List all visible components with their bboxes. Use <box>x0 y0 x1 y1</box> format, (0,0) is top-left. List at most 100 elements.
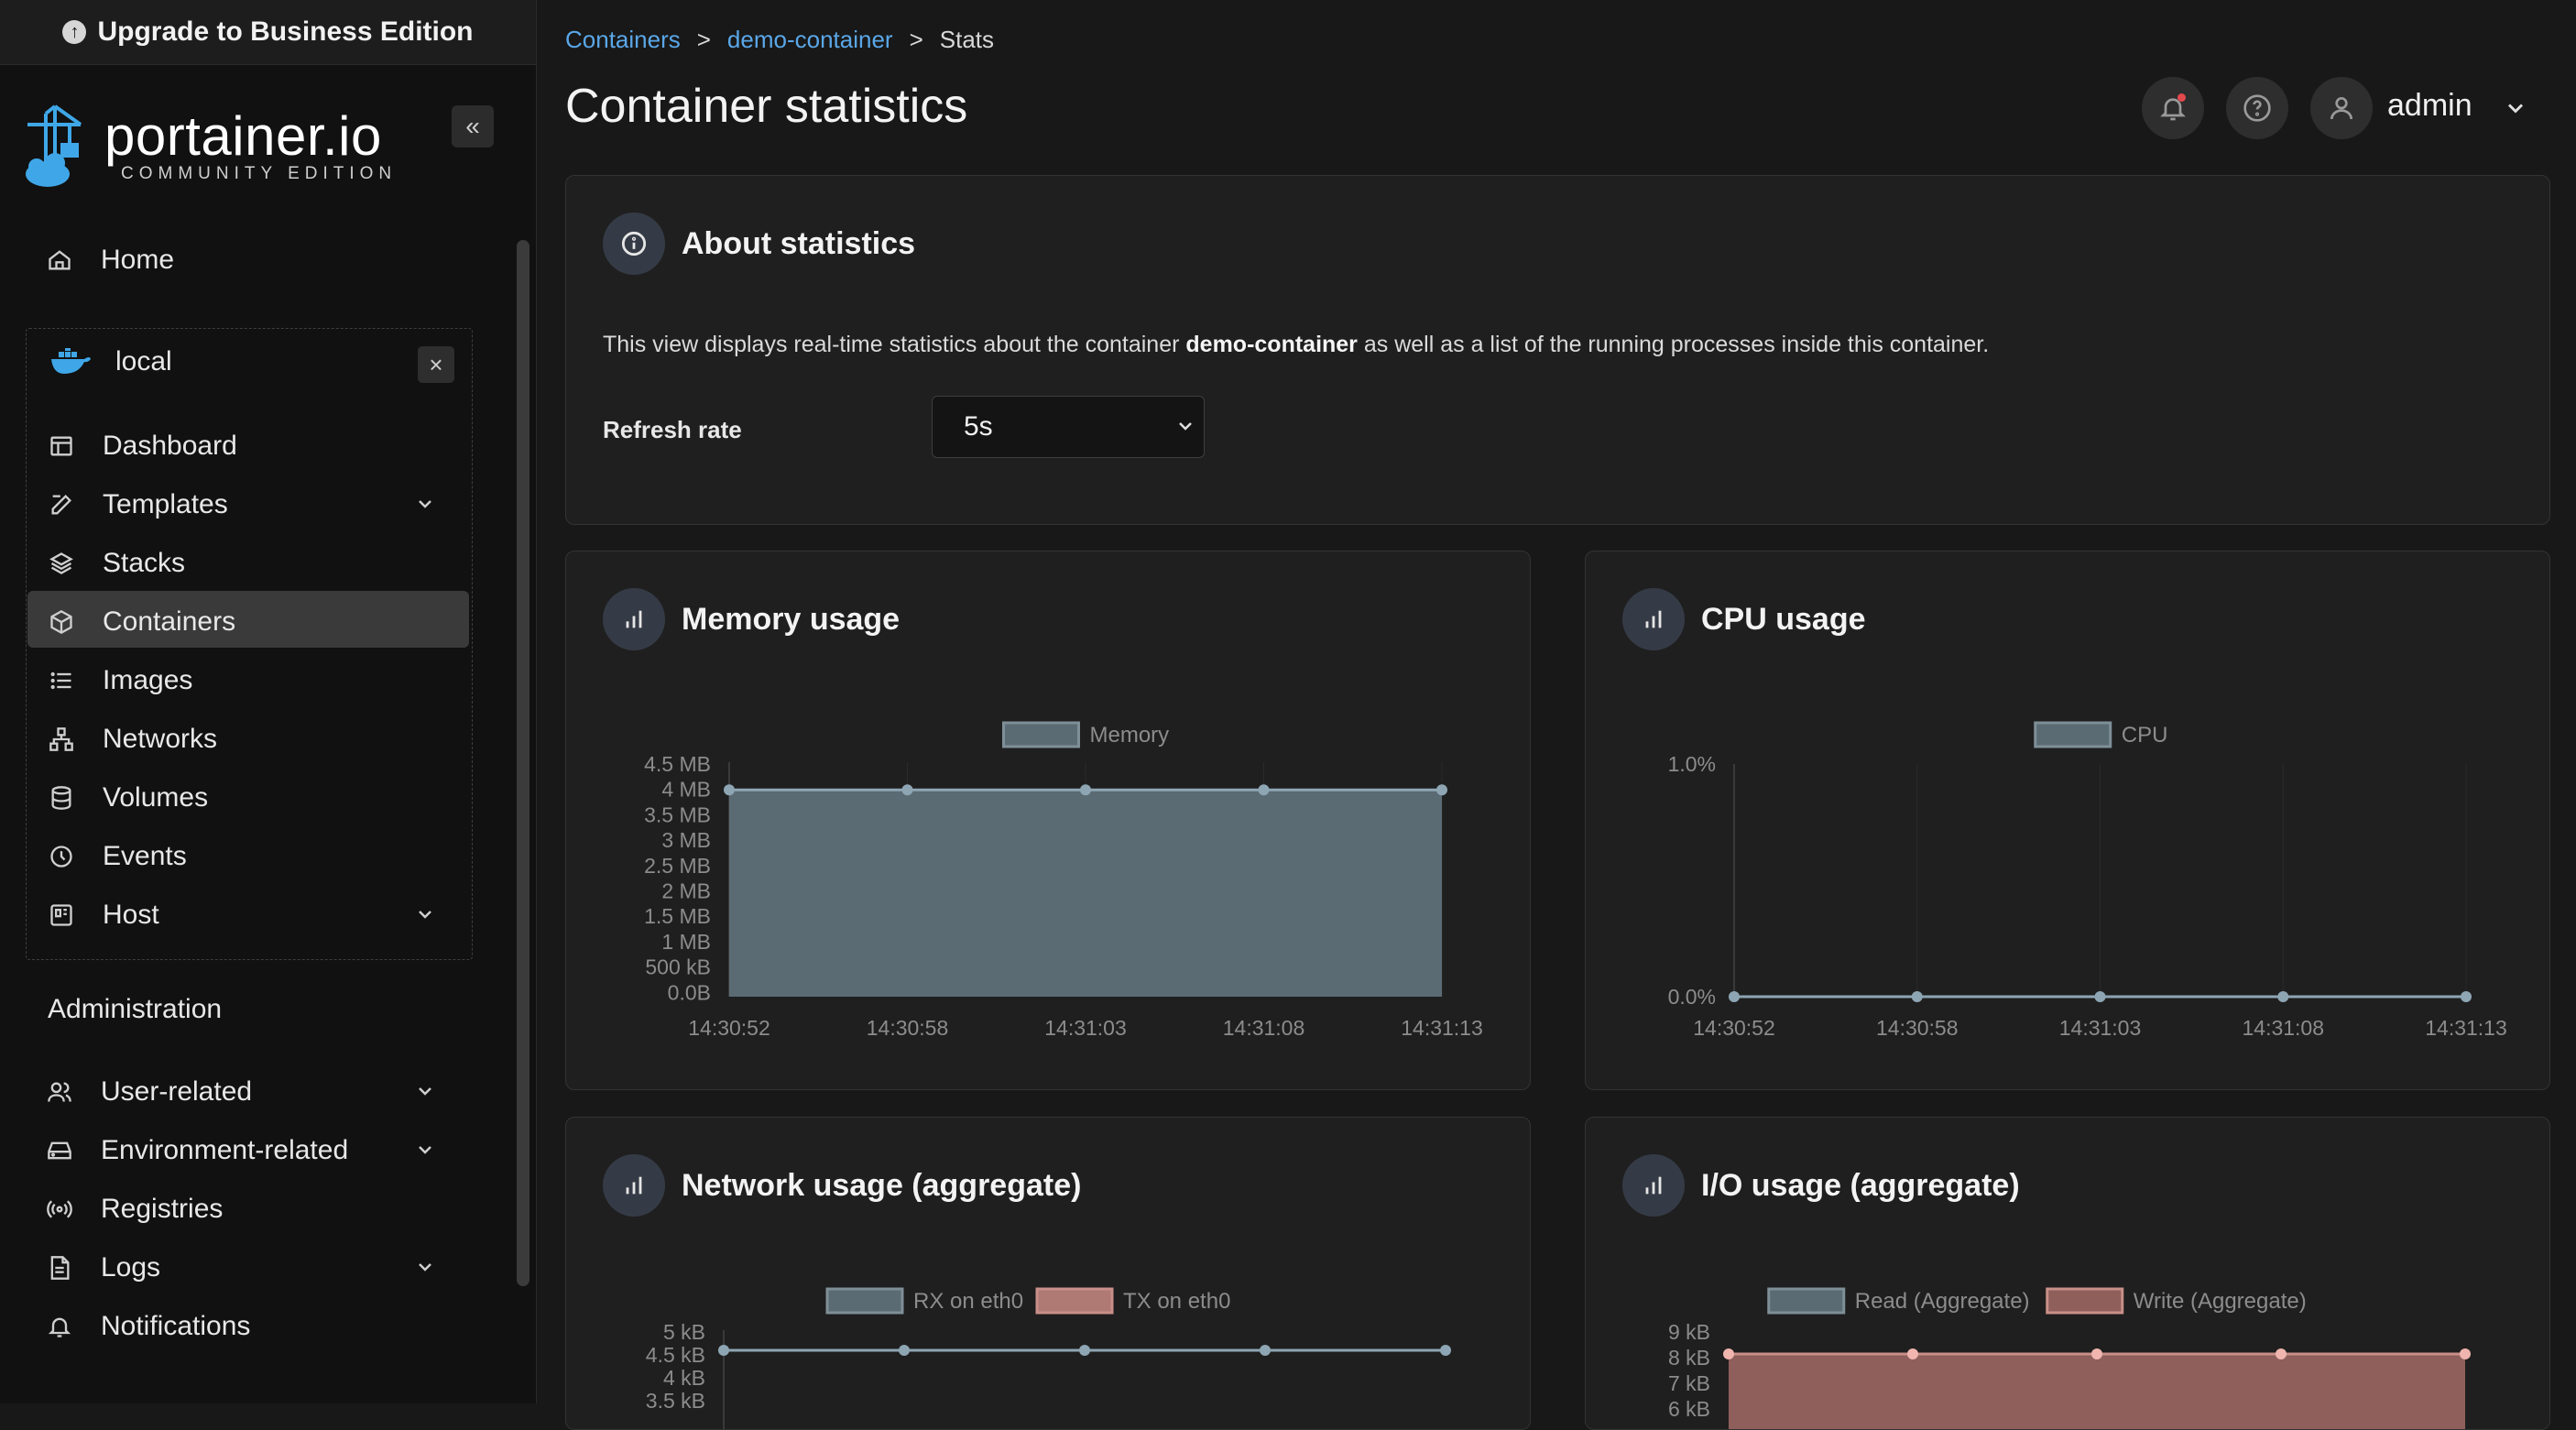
sidebar-item-label: Notifications <box>101 1311 251 1341</box>
dashboard-icon <box>48 432 75 460</box>
sidebar-item-label: Stacks <box>103 548 186 578</box>
x-tick-label: 14:30:52 <box>688 1016 770 1040</box>
y-tick-label: 2.5 MB <box>644 854 711 878</box>
sidebar-item-events[interactable]: Events <box>48 841 187 872</box>
y-tick-label: 4.5 MB <box>644 752 711 776</box>
sidebar-item-label: Events <box>103 841 187 871</box>
sidebar-item-notifications[interactable]: Notifications <box>46 1311 250 1342</box>
user-menu-name[interactable]: admin <box>2387 88 2472 123</box>
chevron-down-icon <box>414 901 442 929</box>
rx-point <box>1079 1345 1090 1356</box>
sidebar-item-label: Registries <box>101 1194 224 1224</box>
administration-heading: Administration <box>48 994 223 1024</box>
breadcrumb-container-link[interactable]: demo-container <box>726 26 893 53</box>
environment-header[interactable]: local <box>49 346 172 377</box>
rx-point <box>718 1345 729 1356</box>
info-icon <box>603 213 665 275</box>
sidebar-item-host[interactable]: Host <box>48 900 442 931</box>
cpu-point <box>1729 991 1740 1002</box>
rx-point <box>899 1345 910 1356</box>
memory-area <box>729 790 1442 997</box>
legend-label: RX on eth0 <box>913 1289 1023 1314</box>
write-point <box>1723 1348 1734 1359</box>
write-point <box>2091 1348 2102 1359</box>
sidebar-item-containers[interactable]: Containers <box>48 606 235 638</box>
legend-label: Write (Aggregate) <box>2134 1289 2307 1314</box>
portainer-logo[interactable]: portainer.io COMMUNITY EDITION <box>24 103 397 191</box>
legend-swatch <box>2046 1287 2124 1315</box>
sidebar-item-user-related[interactable]: User-related <box>46 1076 442 1108</box>
sidebar-item-environment-related[interactable]: Environment-related <box>46 1135 442 1166</box>
sidebar-item-templates[interactable]: Templates <box>48 489 442 520</box>
layers-icon <box>48 550 75 577</box>
sidebar-item-networks[interactable]: Networks <box>48 724 217 755</box>
sidebar-scrollbar[interactable] <box>517 240 529 1286</box>
upgrade-banner[interactable]: ↑ Upgrade to Business Edition <box>0 0 536 65</box>
memory-point <box>901 784 913 796</box>
network-usage-card: Network usage (aggregate) RX on eth0 TX o… <box>565 1117 1531 1430</box>
radio-icon <box>46 1195 73 1223</box>
refresh-rate-select[interactable]: 5s <box>932 396 1205 458</box>
help-button[interactable] <box>2226 77 2288 139</box>
sidebar-item-label: Templates <box>103 489 228 519</box>
box-icon <box>48 608 75 636</box>
notifications-button[interactable] <box>2142 77 2204 139</box>
legend-swatch <box>1767 1287 1846 1315</box>
chevron-down-icon <box>414 1078 442 1106</box>
sidebar-item-stacks[interactable]: Stacks <box>48 548 185 579</box>
io-usage-card: I/O usage (aggregate) Read (Aggregate) Wr… <box>1585 1117 2550 1430</box>
write-point <box>2276 1348 2287 1359</box>
y-tick-label: 9 kB <box>1668 1320 1710 1344</box>
sidebar-item-registries[interactable]: Registries <box>46 1194 223 1225</box>
refresh-rate-label: Refresh rate <box>603 416 742 443</box>
y-tick-label: 7 kB <box>1668 1371 1710 1395</box>
x-tick-label: 14:30:52 <box>1693 1016 1775 1040</box>
y-tick-label: 500 kB <box>645 955 711 979</box>
user-avatar[interactable] <box>2310 77 2373 139</box>
x-tick-label: 14:31:03 <box>1044 1016 1127 1040</box>
breadcrumb-separator: > <box>909 26 923 53</box>
y-tick-label: 3.5 MB <box>644 802 711 826</box>
collapse-sidebar-button[interactable]: « <box>452 105 494 147</box>
x-tick-label: 14:31:08 <box>2242 1016 2324 1040</box>
sidebar: ↑ Upgrade to Business Edition portainer.… <box>0 0 537 1403</box>
sidebar-item-label: Host <box>103 900 159 930</box>
y-tick-label: 1.5 MB <box>644 904 711 928</box>
docker-icon <box>49 348 92 376</box>
card-title: I/O usage (aggregate) <box>1701 1167 2020 1203</box>
cpu-chart: CPU 1.0% 0.0% 14:30:52 14:30:58 14:31:03 14:31… <box>1668 721 2507 1040</box>
refresh-rate-value: 5s <box>964 411 993 442</box>
users-icon <box>46 1078 73 1106</box>
sidebar-item-images[interactable]: Images <box>48 665 192 696</box>
cpu-point <box>2461 991 2472 1002</box>
y-tick-label: 6 kB <box>1668 1397 1710 1421</box>
breadcrumb: Containers > demo-container > Stats <box>565 26 994 54</box>
sidebar-item-label: Home <box>101 245 175 275</box>
sidebar-item-home[interactable]: Home <box>46 245 174 276</box>
about-text-post: as well as a list of the running process… <box>1357 332 1990 357</box>
sidebar-item-label: Networks <box>103 724 218 754</box>
network-icon <box>48 726 75 753</box>
sidebar-item-label: Logs <box>101 1252 161 1283</box>
chevron-down-icon <box>414 1254 442 1282</box>
help-circle-icon <box>2243 93 2272 123</box>
chevron-down-icon <box>1174 415 1196 442</box>
chevron-down-icon[interactable] <box>2503 95 2528 126</box>
rx-point <box>1260 1345 1271 1356</box>
card-title: About statistics <box>682 225 916 261</box>
page-title: Container statistics <box>565 80 968 133</box>
y-tick-label: 4 kB <box>663 1366 705 1390</box>
bell-icon <box>2158 93 2188 123</box>
memory-point <box>1080 784 1091 796</box>
sidebar-item-volumes[interactable]: Volumes <box>48 782 208 813</box>
sidebar-item-dashboard[interactable]: Dashboard <box>48 431 237 462</box>
close-icon: × <box>429 350 443 378</box>
memory-point <box>1436 784 1447 796</box>
write-area <box>1729 1354 2465 1429</box>
close-environment-button[interactable]: × <box>418 346 454 383</box>
legend-label: Memory <box>1090 723 1170 748</box>
memory-chart: Memory 4.5 MB4 MB3.5 MB3 MB2.5 MB2 MB1.5 … <box>644 721 1483 1040</box>
breadcrumb-containers-link[interactable]: Containers <box>565 26 681 53</box>
sidebar-item-logs[interactable]: Logs <box>46 1252 442 1283</box>
arrow-up-icon: ↑ <box>62 20 87 44</box>
